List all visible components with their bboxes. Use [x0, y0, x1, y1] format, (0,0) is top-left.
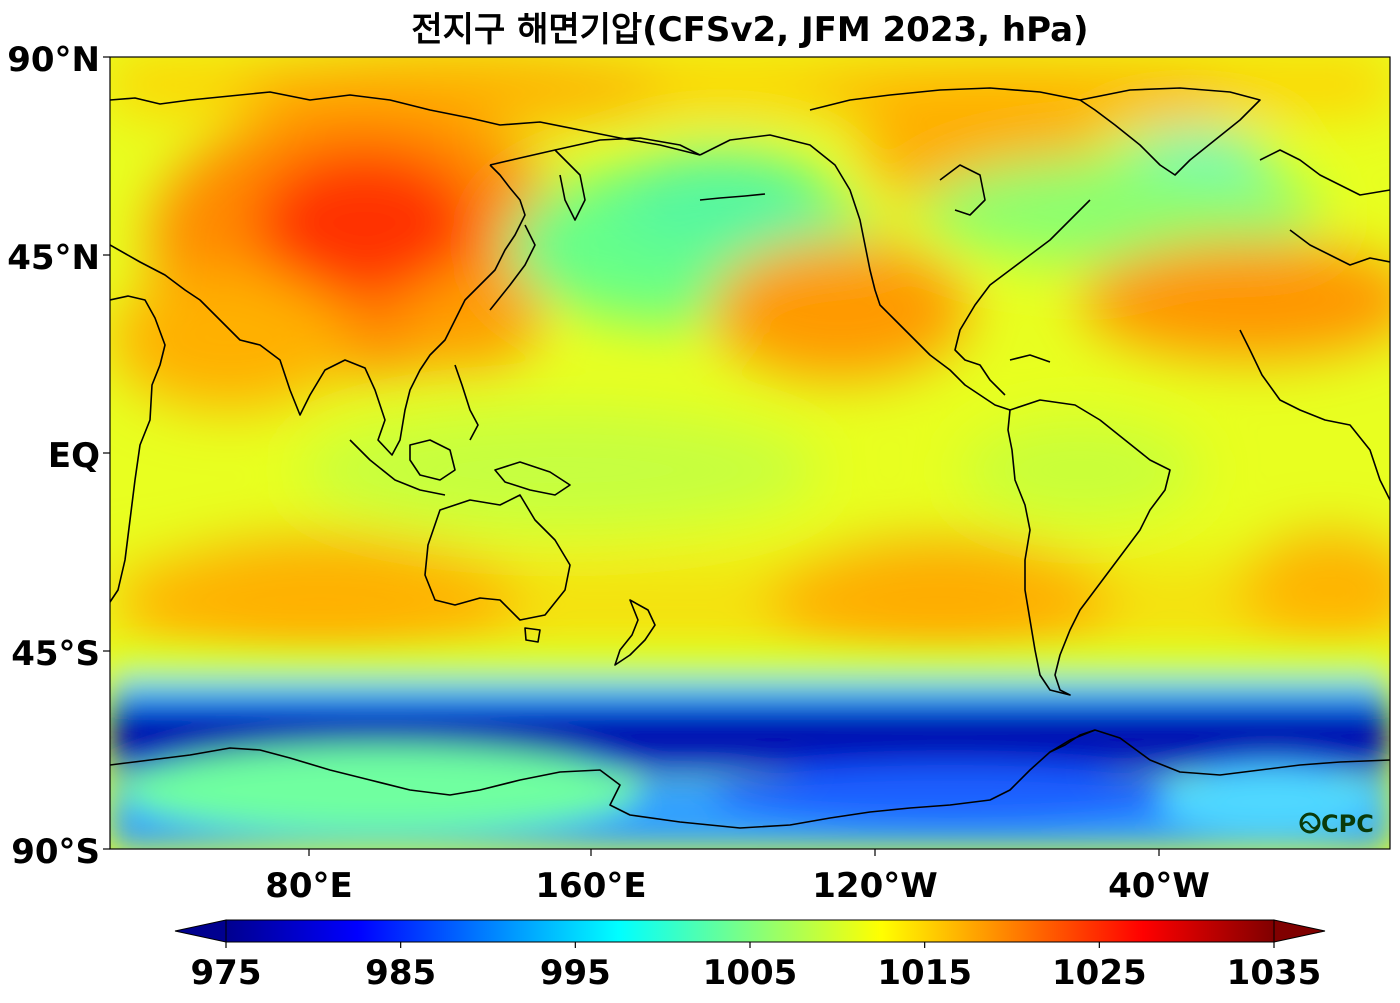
lon-tick-label: 40°W: [1108, 866, 1210, 906]
colorbar-ticks: 975 985 995 1005 1015 1025 1035: [191, 942, 1322, 993]
colorbar-tick-label: 1005: [703, 953, 798, 993]
figure-title: 전지구 해면기압(CFSv2, JFM 2023, hPa): [411, 10, 1088, 50]
colorbar-tick-label: 1015: [877, 953, 972, 993]
colorbar-gradient: [225, 919, 1275, 943]
cpc-logo: CPC: [1299, 810, 1374, 838]
colorbar-over-extension: [1273, 919, 1326, 943]
lon-tick-label: 160°E: [535, 866, 646, 906]
colorbar-tick-label: 995: [540, 953, 611, 993]
lon-tick-label: 80°E: [265, 866, 353, 906]
lon-tick-label: 120°W: [812, 866, 937, 906]
lat-tick-label: 45°N: [7, 238, 100, 278]
colorbar-tick-label: 975: [191, 953, 262, 993]
colorbar-under-extension: [174, 919, 227, 943]
lat-tick-label: 45°S: [11, 634, 100, 674]
latitude-axis: 90°N 45°N EQ 45°S 90°S: [7, 40, 110, 872]
pressure-field-map: [110, 57, 1390, 849]
longitude-axis: 80°E 160°E 120°W 40°W: [265, 849, 1210, 906]
lat-tick-label: 90°S: [11, 832, 100, 872]
coastlines: [110, 87, 1390, 829]
colorbar: 975 985 995 1005 1015 1025 1035: [174, 919, 1326, 993]
colorbar-tick-label: 985: [365, 953, 436, 993]
ocean-wave-logo-icon: [1299, 812, 1321, 834]
colorbar-tick-label: 1025: [1052, 953, 1147, 993]
colorbar-tick-label: 1035: [1227, 953, 1322, 993]
logo-text: CPC: [1321, 810, 1374, 838]
lat-tick-label: EQ: [48, 436, 100, 476]
lat-tick-label: 90°N: [7, 40, 100, 80]
